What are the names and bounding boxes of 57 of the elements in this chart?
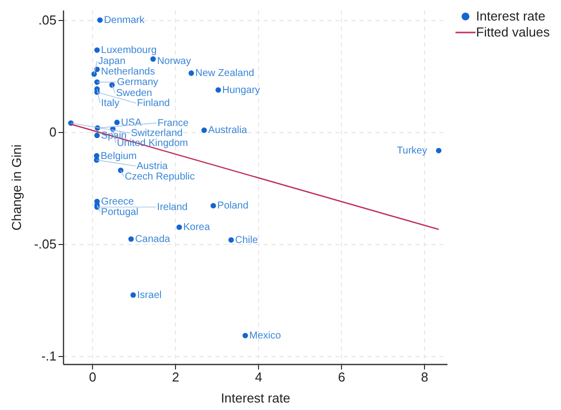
annotation: Portugal (101, 207, 138, 218)
y-axis-title: Change in Gini (9, 144, 24, 230)
x-tick-label: 6 (338, 370, 346, 384)
y-tick-label: -.05 (34, 236, 56, 252)
x-tick-label: 2 (172, 370, 180, 384)
point (118, 168, 124, 174)
annotation: USA (120, 117, 142, 128)
point (94, 132, 100, 138)
y-tick-label: 0 (49, 124, 56, 140)
annotation: Netherlands (101, 66, 155, 78)
annotation: Israel (137, 290, 162, 302)
annotation: Belgium (100, 150, 137, 162)
annotation: Japan (98, 56, 126, 68)
point (128, 236, 134, 242)
annotation: Greece (101, 196, 134, 208)
point (188, 70, 194, 76)
annotation: Denmark (104, 15, 146, 26)
x-axis-title: Interest rate (220, 390, 290, 406)
annotation: Turkey (396, 146, 428, 157)
annotation: Canada (135, 234, 171, 246)
point (97, 17, 103, 23)
point (201, 128, 207, 133)
point (210, 202, 216, 208)
x-tick-label: 0 (88, 370, 96, 384)
legend-label: Interest rate (476, 8, 546, 24)
annotation: Czech Republic (124, 171, 195, 182)
annotation: Korea (183, 222, 210, 234)
annotation: Finland (137, 98, 170, 110)
annotation: Switzerland (130, 128, 183, 140)
annotation: Australia (208, 125, 248, 136)
x-tick-label: 4 (254, 370, 262, 384)
annotation: Austria (136, 161, 168, 172)
point (436, 148, 442, 154)
point (176, 224, 182, 230)
point (94, 47, 100, 53)
y-tick-label: -.1 (41, 348, 56, 364)
point (242, 332, 248, 338)
annotation: Hungary (222, 84, 260, 96)
point (228, 237, 234, 243)
annotation: Chile (235, 234, 258, 246)
point (114, 120, 120, 126)
point (130, 292, 136, 298)
annotation: Mexico (249, 330, 282, 342)
annotation: Poland (217, 200, 248, 212)
annotation: Sweden (116, 88, 152, 100)
annotation: Luxembourg (101, 45, 157, 56)
annotation: France (157, 118, 190, 129)
annotation: Germany (117, 77, 158, 88)
annotation: Norway (157, 56, 191, 68)
legend-label: Fitted values (476, 24, 550, 40)
annotation: Ireland (157, 202, 188, 214)
x-tick-label: 8 (421, 370, 428, 384)
y-tick-label: .05 (38, 12, 56, 28)
annotation: Italy (101, 98, 120, 110)
point (150, 56, 156, 62)
annotation: New Zealand (195, 68, 254, 80)
point (216, 87, 221, 93)
